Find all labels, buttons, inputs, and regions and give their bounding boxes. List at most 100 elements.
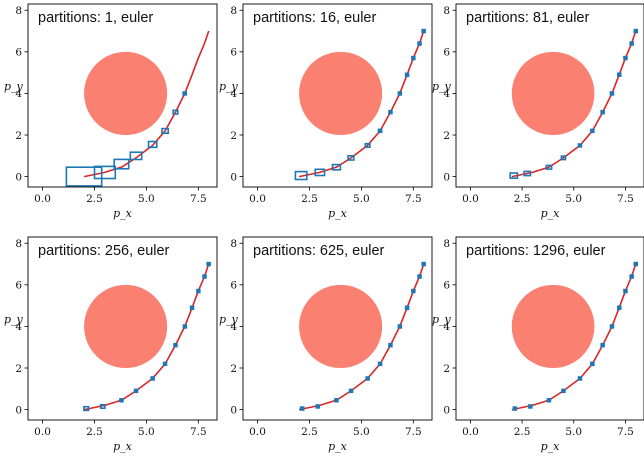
reach-set-box	[417, 41, 422, 46]
reach-set-box	[113, 158, 130, 170]
reach-set-box	[348, 388, 354, 394]
x-axis-label: p_x	[541, 440, 561, 453]
y-tick-label: 4	[443, 88, 450, 100]
reach-set-box	[509, 172, 519, 179]
x-tick-label: 5.0	[565, 426, 582, 438]
panel-title: partitions: 1296, euler	[466, 243, 606, 259]
axes-frame	[27, 236, 218, 421]
y-axis-label: p_y	[219, 313, 239, 326]
reach-set-box	[623, 55, 628, 61]
reach-set-box	[314, 168, 326, 177]
reach-set-box	[299, 406, 305, 411]
reach-set-box	[147, 140, 158, 149]
reach-set-box	[421, 28, 426, 34]
y-tick-label: 8	[230, 5, 237, 17]
y-axis-label: p_y	[4, 313, 24, 326]
y-tick-label: 4	[15, 88, 22, 100]
trajectory-line	[298, 263, 425, 411]
reach-set-box	[528, 404, 533, 409]
x-tick-label: 5.0	[565, 193, 582, 205]
y-tick-label: 8	[443, 5, 450, 17]
x-tick-label: 7.5	[617, 193, 634, 205]
reach-set-box	[172, 109, 179, 115]
reach-set-box	[161, 127, 169, 135]
x-tick-label: 7.5	[190, 193, 207, 205]
plot-area	[294, 28, 426, 181]
axes-frame	[242, 236, 433, 421]
x-tick-label: 7.5	[405, 426, 422, 438]
x-axis-label: p_x	[328, 207, 348, 220]
plot-area	[298, 261, 426, 411]
y-axis-label: p_y	[4, 80, 24, 93]
reach-set-box	[133, 388, 139, 394]
y-tick-label: 4	[230, 88, 237, 100]
axes-frame	[455, 236, 644, 421]
reach-set-box	[577, 143, 583, 148]
y-tick-label: 0	[230, 171, 237, 183]
y-tick-label: 2	[15, 363, 22, 375]
y-tick-label: 4	[443, 321, 450, 333]
y-tick-label: 8	[443, 238, 450, 250]
x-tick-label: 7.5	[190, 426, 207, 438]
reach-set-box	[600, 342, 605, 348]
x-tick-label: 2.5	[301, 426, 318, 438]
reach-set-box	[404, 72, 410, 77]
x-tick-label: 0.0	[249, 193, 266, 205]
x-tick-label: 7.5	[617, 426, 634, 438]
reach-set-box	[546, 398, 552, 403]
x-tick-label: 2.5	[301, 193, 318, 205]
reach-set-box	[417, 274, 422, 279]
reach-set-box	[189, 305, 195, 310]
reach-set-box	[331, 163, 342, 171]
y-tick-label: 2	[230, 363, 237, 375]
y-tick-label: 6	[443, 47, 450, 59]
reach-set-box	[633, 28, 638, 34]
reach-set-box	[590, 128, 595, 134]
reach-set-box	[629, 41, 634, 46]
x-tick-label: 0.0	[34, 426, 51, 438]
panel-6: 0.0 2.5 5.0 7.5 0 2 4 6 8 p_x p_y partitions: 1296,…	[432, 236, 644, 453]
reach-set-box	[561, 388, 566, 394]
obstacle-circle	[84, 284, 168, 369]
reach-set-box	[347, 155, 355, 161]
reach-set-box	[83, 405, 90, 412]
reach-set-box	[182, 91, 188, 96]
reach-set-box	[65, 166, 103, 187]
axes-frame	[455, 3, 644, 188]
panel-2: 0.0 2.5 5.0 7.5 0 2 4 6 8 p_x p_y partitions: 16, e…	[219, 3, 433, 220]
reach-set-box	[377, 361, 383, 367]
panel-title: partitions: 1, euler	[38, 10, 153, 26]
y-tick-label: 6	[15, 47, 22, 59]
y-axis-label: p_y	[432, 80, 452, 93]
x-tick-label: 2.5	[86, 193, 103, 205]
plot-area	[83, 261, 211, 412]
reach-set-box	[600, 109, 605, 115]
x-tick-label: 2.5	[514, 426, 531, 438]
x-tick-label: 7.5	[405, 193, 422, 205]
reach-set-box	[397, 324, 403, 329]
reach-set-box	[411, 55, 416, 61]
reach-set-box	[129, 151, 143, 161]
panel-1: 0.0 2.5 5.0 7.5 0 2 4 6 8 p_x p_y partitions: 1, eu…	[4, 3, 218, 220]
reach-set-box	[590, 361, 595, 367]
panel-3: 0.0 2.5 5.0 7.5 0 2 4 6 8 p_x p_y partitions: 81, e…	[432, 3, 644, 220]
reach-set-box	[206, 261, 211, 267]
x-axis-label: p_x	[113, 207, 133, 220]
x-axis-label: p_x	[541, 207, 561, 220]
y-axis-label: p_y	[432, 313, 452, 326]
reach-set-box	[334, 398, 339, 403]
y-tick-label: 6	[230, 47, 237, 59]
x-axis-label: p_x	[328, 440, 348, 453]
panel-4: 0.0 2.5 5.0 7.5 0 2 4 6 8 p_x p_y partitions: 256, …	[4, 236, 218, 453]
obstacle-circle	[299, 284, 383, 369]
reach-set-box	[404, 305, 410, 310]
y-tick-label: 0	[230, 404, 237, 416]
x-tick-label: 2.5	[514, 193, 531, 205]
x-tick-label: 5.0	[138, 193, 155, 205]
y-tick-label: 4	[15, 321, 22, 333]
y-tick-label: 2	[230, 130, 237, 142]
plot-area	[511, 261, 638, 411]
reach-set-box	[294, 170, 308, 181]
obstacle-circle	[84, 51, 168, 136]
